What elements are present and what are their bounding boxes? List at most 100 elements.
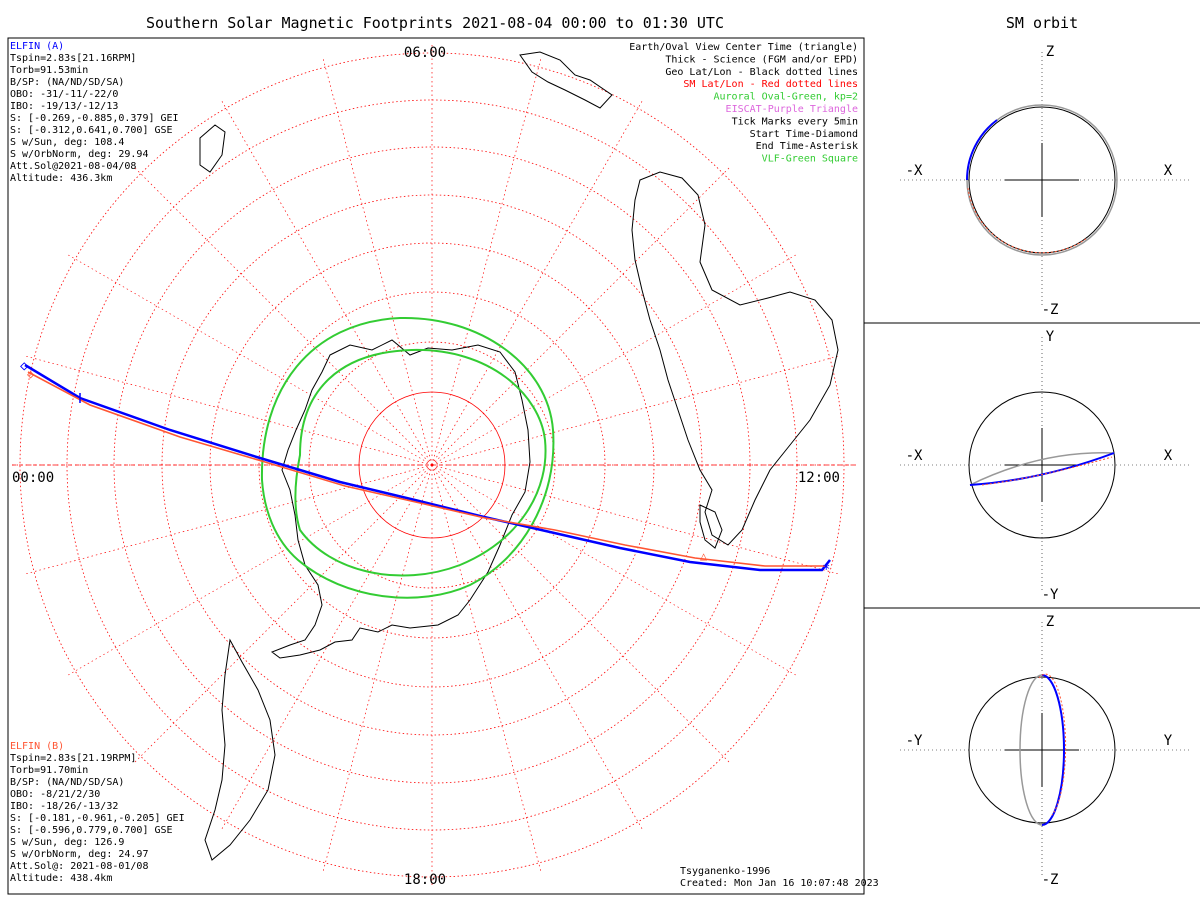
orbit-panel: Z -Z -Y Y <box>900 614 1192 888</box>
orbit-axis-label-top: Z <box>1046 614 1054 630</box>
probe-info-line: OBO: -8/21/2/30 <box>10 789 100 800</box>
probe-b-name: ELFIN (B) <box>10 741 64 752</box>
polar-map-panel: ◇ * ◇ △ 06:00 00:00 12:00 18:00 Earth/Ov… <box>7 37 879 895</box>
probe-info-line: Att.Sol@2021-08-04/08 <box>10 161 136 172</box>
sm-meridian-line <box>68 464 433 676</box>
antarctica-outline <box>270 339 531 659</box>
probe-info-line: S: [-0.312,0.641,0.700] GSE <box>10 125 173 136</box>
elfin-a-footprint <box>24 363 831 572</box>
elfin-b-footprint <box>27 371 825 567</box>
elfin-b-orbit <box>981 456 1113 486</box>
orbit-axis-label-left: -X <box>906 163 923 179</box>
sm-meridian-line <box>431 101 643 466</box>
probe-info-line: S w/OrbNorm, deg: 24.97 <box>10 849 148 860</box>
legend: Earth/Oval View Center Time (triangle)Th… <box>629 42 858 165</box>
orbit-panels: Z -Z -X X Y -Y -X X Z -Z -Y Y <box>864 44 1200 888</box>
orbit-axis-label-top: Y <box>1046 329 1055 345</box>
model-label: Tsyganenko-1996 <box>680 866 770 877</box>
sm-meridian-line <box>322 464 433 871</box>
mlt-label-12: 12:00 <box>798 470 840 486</box>
auroral-oval-poleward <box>294 348 547 577</box>
orbit-panel: Y -Y -X X <box>900 329 1192 603</box>
sm-meridian-line <box>431 355 838 466</box>
madagascar-outline <box>699 504 723 549</box>
elfin-a-start-diamond: ◇ <box>20 358 29 374</box>
orbit-axis-label-right: X <box>1164 448 1173 464</box>
earth-circle <box>968 106 1116 254</box>
probe-a-info: ELFIN (A) Tspin=2.83s[21.16RPM]Torb=91.5… <box>10 41 179 184</box>
legend-item: VLF-Green Square <box>762 154 858 165</box>
south-america-outline <box>204 638 276 861</box>
probe-info-line: Altitude: 436.3km <box>10 173 112 184</box>
legend-item: Tick Marks every 5min <box>732 116 858 127</box>
probe-info-line: B/SP: (NA/ND/SD/SA) <box>10 77 124 88</box>
sm-meridian-line <box>68 254 433 466</box>
legend-item: EISCAT-Purple Triangle <box>726 104 858 115</box>
elfin-a-orbit <box>1041 674 1065 826</box>
elfin-a-end-asterisk: * <box>822 562 830 578</box>
sm-meridian-line <box>431 59 542 466</box>
elfin-b-orbit <box>967 187 1088 254</box>
orbit-axis-label-right: Y <box>1164 733 1173 749</box>
orbit-title: SM orbit <box>1006 14 1078 32</box>
footprint-traces: ◇ * ◇ △ <box>20 358 831 578</box>
elfin-b-start-diamond: ◇ <box>27 367 35 381</box>
probe-info-line: S w/Sun, deg: 126.9 <box>10 837 124 848</box>
probe-info-line: OBO: -31/-11/-22/0 <box>10 89 118 100</box>
probe-info-line: Torb=91.70min <box>10 765 88 776</box>
elfin-b-orbit <box>1038 673 1067 816</box>
orbit-axis-label-top: Z <box>1046 44 1054 60</box>
mlt-label-00: 00:00 <box>12 470 54 486</box>
orbit-axis-label-bottom: -Z <box>1042 872 1059 888</box>
orbit-axis-label-left: -X <box>906 448 923 464</box>
legend-item: Geo Lat/Lon - Black dotted lines <box>665 67 858 78</box>
sm-meridian-line <box>221 101 433 466</box>
legend-item: End Time-Asterisk <box>756 141 858 152</box>
probe-info-line: IBO: -19/13/-12/13 <box>10 101 118 112</box>
sm-meridian-line <box>431 464 730 763</box>
auroral-oval-equatorward <box>260 316 555 599</box>
sm-meridian-line <box>322 59 433 466</box>
earth-circle <box>968 676 1116 824</box>
sm-grid-meridians <box>12 45 858 885</box>
orbit-panel: Z -Z -X X <box>900 44 1192 318</box>
sm-meridian-line <box>431 254 796 466</box>
orbit-track-gray <box>969 452 1115 486</box>
probe-info-line: S: [-0.181,-0.961,-0.205] GEI <box>10 813 185 824</box>
sm-latitude-circle <box>19 52 845 878</box>
legend-item: Auroral Oval-Green, kp=2 <box>714 92 859 103</box>
probe-info-line: B/SP: (NA/ND/SD/SA) <box>10 777 124 788</box>
probe-info-line: Tspin=2.83s[21.19RPM] <box>10 753 136 764</box>
mlt-label-06: 06:00 <box>404 45 446 61</box>
sm-latitude-circle <box>258 291 606 639</box>
elfin-b-oval-triangle: △ <box>700 549 708 563</box>
probe-info-line: Torb=91.53min <box>10 65 88 76</box>
legend-item: Start Time-Diamond <box>750 129 858 140</box>
probe-a-name: ELFIN (A) <box>10 41 64 52</box>
mlt-label-18: 18:00 <box>404 872 446 888</box>
probe-info-line: S: [-0.596,0.779,0.700] GSE <box>10 825 173 836</box>
legend-item: SM Lat/Lon - Red dotted lines <box>683 79 858 90</box>
probe-info-line: S w/OrbNorm, deg: 29.94 <box>10 149 148 160</box>
probe-info-line: IBO: -18/26/-13/32 <box>10 801 118 812</box>
legend-item: Thick - Science (FGM and/or EPD) <box>665 54 858 65</box>
legend-item: Earth/Oval View Center Time (triangle) <box>629 42 858 53</box>
probe-info-line: Altitude: 438.4km <box>10 873 112 884</box>
orbit-axis-label-left: -Y <box>906 733 923 749</box>
created-timestamp: Created: Mon Jan 16 10:07:48 2023 <box>680 878 879 889</box>
sm-meridian-line <box>134 464 433 763</box>
probe-info-line: S: [-0.269,-0.885,0.379] GEI <box>10 113 179 124</box>
island-top-left <box>199 124 226 173</box>
continent-outlines <box>199 51 839 861</box>
orbit-axis-label-bottom: -Y <box>1042 587 1059 603</box>
orbit-axis-label-right: X <box>1164 163 1173 179</box>
sm-meridian-line <box>134 167 433 466</box>
probe-b-info: ELFIN (B) Tspin=2.83s[21.19RPM]Torb=91.7… <box>10 741 185 884</box>
probe-info-line: S w/Sun, deg: 108.4 <box>10 137 124 148</box>
polar-map-frame <box>7 37 865 895</box>
probe-info-line: Att.Sol@: 2021-08-01/08 <box>10 861 148 872</box>
africa-outline <box>631 171 839 546</box>
earth-circle <box>968 391 1116 539</box>
elfin-a-orbit <box>966 119 998 181</box>
